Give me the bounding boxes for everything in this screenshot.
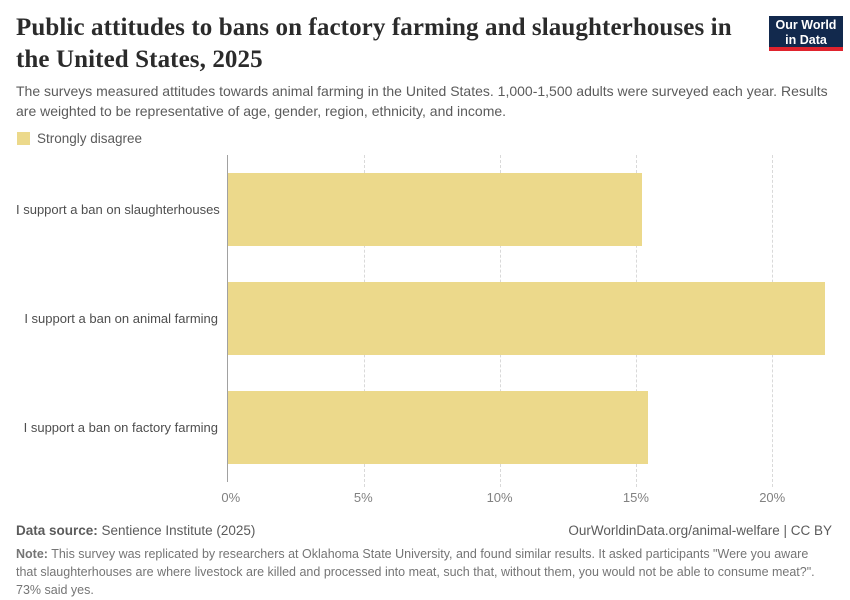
bar[interactable] (228, 282, 825, 356)
bar-rows: I support a ban on slaughterhouses I supp… (16, 155, 825, 482)
x-tick-label: 0% (221, 490, 241, 506)
bar[interactable] (228, 391, 648, 465)
owid-logo[interactable]: Our World in Data (769, 16, 843, 51)
data-source-label: Data source: (16, 523, 98, 539)
bar-row: I support a ban on slaughterhouses (16, 155, 824, 264)
x-axis-tick-labels: 0% 5% 10% 15% 20% (221, 488, 824, 506)
x-tick-label: 20% (759, 490, 786, 506)
bar-label: I support a ban on slaughterhouses (16, 202, 220, 218)
bar-row: I support a ban on animal farming (16, 264, 825, 373)
x-tick-label: 5% (353, 490, 373, 506)
x-tick-label: 10% (486, 490, 513, 506)
owid-logo-line2: in Data (785, 33, 827, 47)
note-value: This survey was replicated by researcher… (16, 547, 815, 598)
chart-header: Public attitudes to bans on factory farm… (0, 0, 850, 121)
x-axis: 0% 5% 10% 15% 20% (16, 488, 824, 506)
chart-note: Note: This survey was replicated by rese… (16, 545, 828, 599)
data-source: Data source: Sentience Institute (2025) (16, 523, 255, 538)
legend-swatch-icon (17, 132, 30, 146)
bar-chart: I support a ban on slaughterhouses I supp… (16, 155, 825, 488)
chart-subtitle: The surveys measured attitudes towards a… (16, 83, 828, 119)
bar-track (227, 282, 825, 356)
rights-link[interactable]: OurWorldinData.org/animal-welfare | CC B… (568, 523, 832, 539)
owid-logo-line1: Our World (775, 18, 837, 32)
bar-track (227, 173, 824, 247)
legend-item-strongly-disagree[interactable]: Strongly disagree (17, 131, 834, 146)
chart-title: Public attitudes to bans on factory farm… (16, 14, 732, 73)
bar[interactable] (228, 173, 643, 247)
bar-label: I support a ban on animal farming (24, 311, 218, 327)
bar-row: I support a ban on factory farming (16, 373, 824, 482)
chart-footer: Data source: Sentience Institute (2025) … (16, 523, 832, 599)
data-source-value: Sentience Institute (2025) (97, 523, 256, 539)
bar-track (227, 391, 824, 465)
x-tick-label: 15% (622, 490, 649, 506)
legend-label: Strongly disagree (37, 131, 143, 147)
bar-label: I support a ban on factory farming (23, 420, 218, 436)
note-label: Note: (16, 547, 48, 562)
